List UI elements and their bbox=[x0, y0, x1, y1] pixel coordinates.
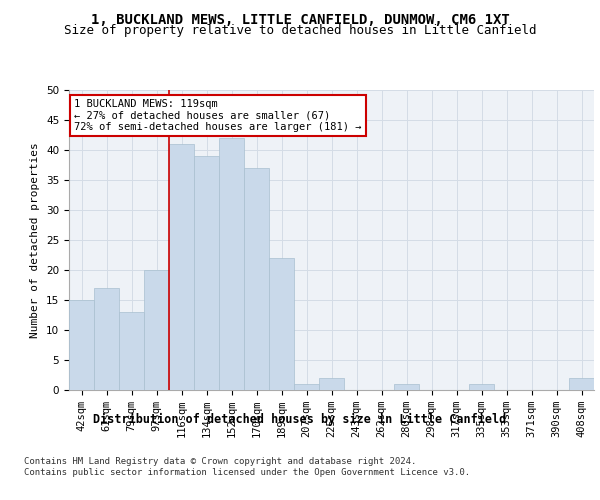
Bar bbox=[169, 144, 194, 390]
Text: Contains HM Land Registry data © Crown copyright and database right 2024.
Contai: Contains HM Land Registry data © Crown c… bbox=[24, 458, 470, 477]
Bar bbox=[469, 384, 494, 390]
Bar bbox=[394, 384, 419, 390]
Bar bbox=[94, 288, 119, 390]
Bar bbox=[244, 168, 269, 390]
Bar bbox=[569, 378, 594, 390]
Bar bbox=[144, 270, 169, 390]
Bar bbox=[69, 300, 94, 390]
Bar bbox=[194, 156, 219, 390]
Text: 1 BUCKLAND MEWS: 119sqm
← 27% of detached houses are smaller (67)
72% of semi-de: 1 BUCKLAND MEWS: 119sqm ← 27% of detache… bbox=[74, 99, 362, 132]
Text: Size of property relative to detached houses in Little Canfield: Size of property relative to detached ho… bbox=[64, 24, 536, 37]
Text: 1, BUCKLAND MEWS, LITTLE CANFIELD, DUNMOW, CM6 1XT: 1, BUCKLAND MEWS, LITTLE CANFIELD, DUNMO… bbox=[91, 12, 509, 26]
Bar bbox=[119, 312, 144, 390]
Bar bbox=[294, 384, 319, 390]
Y-axis label: Number of detached properties: Number of detached properties bbox=[31, 142, 40, 338]
Bar bbox=[319, 378, 344, 390]
Text: Distribution of detached houses by size in Little Canfield: Distribution of detached houses by size … bbox=[94, 412, 506, 426]
Bar bbox=[219, 138, 244, 390]
Bar bbox=[269, 258, 294, 390]
